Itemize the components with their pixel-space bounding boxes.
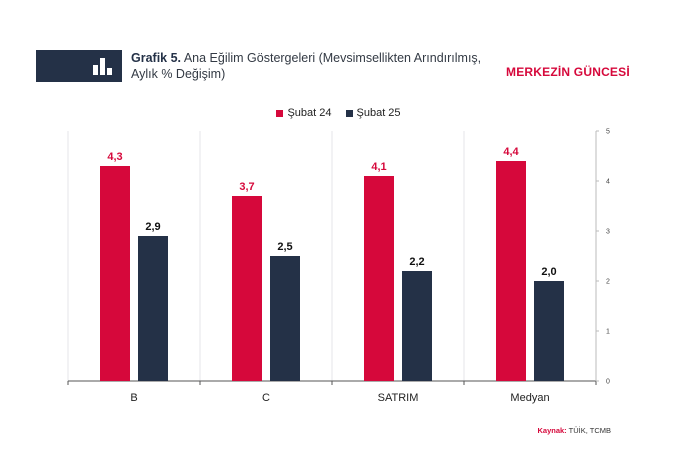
source-label: Kaynak:: [537, 426, 567, 435]
brand-name: MERKEZİN GÜNCESİ: [506, 65, 630, 79]
x-tick-label: C: [262, 392, 270, 404]
bar-series-2: [402, 271, 432, 381]
bar-series-2: [138, 236, 168, 381]
legend-item-series-1: Şubat 24: [276, 107, 332, 119]
y-tick-label: 0: [606, 379, 610, 386]
chart-title: Grafik 5. Ana Eğilim Göstergeleri (Mevsi…: [131, 50, 511, 82]
legend-label-series-1: Şubat 24: [287, 107, 332, 119]
data-label-series-2: 2,9: [145, 221, 160, 233]
bar-series-1: [364, 176, 394, 381]
data-label-series-1: 4,3: [107, 151, 122, 163]
data-label-series-1: 3,7: [239, 181, 254, 193]
header-logo-block: [36, 50, 122, 82]
data-label-series-2: 2,5: [277, 241, 292, 253]
title-text-line2: Aylık % Değişim): [131, 67, 226, 81]
legend-item-series-2: Şubat 25: [345, 107, 401, 119]
title-text-line1: Ana Eğilim Göstergeleri (Mevsimsellikten…: [183, 51, 482, 65]
y-tick-label: 2: [606, 279, 610, 286]
bar-series-1: [100, 166, 130, 381]
data-label-series-2: 2,2: [409, 256, 424, 268]
legend-label-series-2: Şubat 25: [356, 107, 401, 119]
source-text: TÜİK, TCMB: [568, 426, 611, 435]
x-tick-label: Medyan: [510, 392, 549, 404]
data-label-series-1: 4,4: [503, 146, 519, 158]
bar-series-2: [534, 281, 564, 381]
bar-series-2: [270, 256, 300, 381]
x-tick-label: B: [130, 392, 137, 404]
x-tick-label: SATRIM: [378, 392, 419, 404]
legend-swatch-series-1: [276, 109, 284, 117]
title-label: Grafik 5.: [131, 51, 182, 65]
y-tick-label: 4: [606, 179, 610, 186]
data-label-series-2: 2,0: [541, 266, 556, 278]
y-tick-label: 3: [606, 229, 610, 236]
data-label-series-1: 4,1: [371, 161, 386, 173]
legend-swatch-series-2: [345, 109, 353, 117]
bar-chart-icon: [93, 58, 112, 75]
bar-series-1: [232, 196, 262, 381]
bar-series-1: [496, 161, 526, 381]
y-tick-label: 1: [606, 329, 610, 336]
y-tick-label: 5: [606, 129, 610, 136]
chart-legend: Şubat 24 Şubat 25: [0, 107, 677, 119]
source-note: Kaynak: TÜİK, TCMB: [537, 426, 611, 435]
